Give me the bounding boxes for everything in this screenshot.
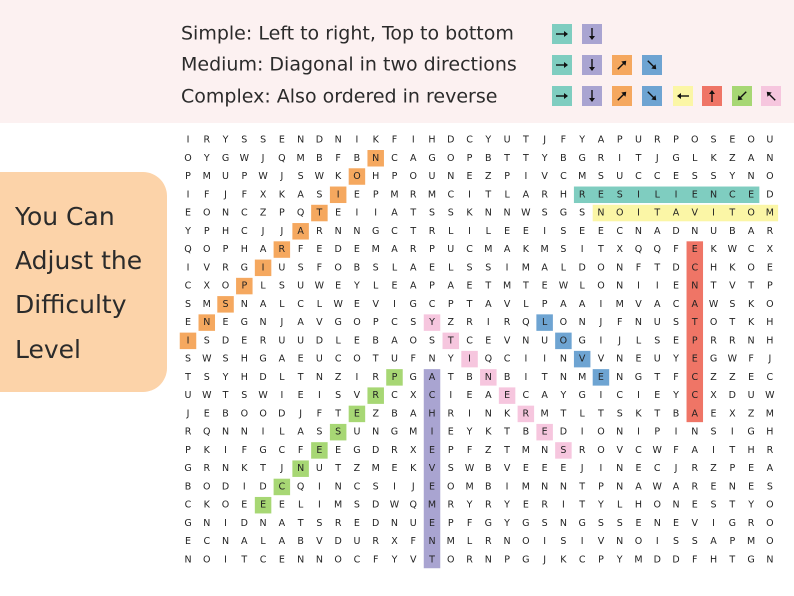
word-highlight (367, 150, 384, 167)
word-highlight (348, 168, 366, 185)
word-highlight (217, 296, 234, 313)
word-highlight (348, 405, 366, 423)
grid-row: CKOEEELIMSDWQMRYRYERITYLHONESTYO (185, 500, 774, 511)
side-text: Adjust the (15, 246, 142, 275)
icon-head (589, 36, 595, 40)
direction-icon (702, 86, 722, 106)
word-highlight (461, 350, 478, 368)
grid-row: YPHCJJARNNGCTRLILEEISEECNADNUBAR (184, 226, 773, 237)
word-highlight (198, 314, 216, 331)
grid-row: ENEGNJAVGOPCSYZRIRQLONJFNUSTOTKH (185, 317, 773, 328)
grid-row: IRYSSENDNIKFIHDCYUTJFYAPURPOSEOU (187, 135, 774, 146)
direction-icons (552, 24, 781, 106)
word-highlight (536, 423, 553, 441)
grid-row: PKIFGCFEEGDRXEPFZTMNSROVCWFAITHR (185, 445, 773, 456)
grid-row: PMUPWJSWKOHPOUNEZPIVCMSUCCESSYNO (185, 171, 773, 182)
word-highlight (254, 259, 272, 277)
instruction: Simple: Left to right, Top to bottom (181, 23, 514, 45)
word-highlight (311, 204, 328, 222)
side-text: Difficulty (15, 290, 127, 319)
side-text: You Can (14, 202, 115, 231)
icon-head (564, 31, 568, 37)
instruction: Medium: Diagonal in two directions (181, 54, 517, 76)
word-highlight (367, 387, 384, 404)
direction-icon (761, 86, 781, 106)
grid-row: RQNNILASSUNGMIEYKTBEDIONIPINSIGH (185, 427, 774, 438)
grid-row: QOPHARFEDEMARPUCMAKMSITXQQFEKWCX (184, 244, 773, 255)
direction-icon (552, 24, 572, 44)
grid-row: SWSHGAEUCOTUFNYIQCIINVVNEUYEGWFJ (185, 354, 771, 365)
word-highlight (273, 478, 291, 496)
direction-icon (582, 55, 602, 75)
word-highlight (442, 332, 460, 350)
side-text: Level (15, 335, 81, 364)
icon-head (677, 93, 681, 99)
grid-row: ECNALABVDURXFNMLRNOISIVNOISSAPMO (185, 536, 774, 547)
grid-row: CXOPLSUWEYLEAPAETMTEWLONIIENTVTP (185, 281, 773, 292)
icon-head (564, 62, 568, 68)
direction-icon (552, 55, 572, 75)
word-highlight (555, 332, 572, 350)
grid-row: SMSNALCLWEVIGCPTAVLPAAIMVACAWSKO (185, 299, 774, 310)
word-highlight (311, 442, 328, 459)
icon-head (564, 93, 568, 99)
direction-icon (673, 86, 693, 106)
word-highlight (498, 387, 516, 404)
instruction: Complex: Also ordered in reverse (181, 86, 497, 108)
grid-row: TSYHDLTNZIRPGATBNBITNMENGTFCZZEC (184, 372, 773, 383)
grid-row: GRNKTJNUTZMEKVSWBVEEEJINECJRZPEA (184, 463, 773, 474)
direction-icon (642, 55, 662, 75)
direction-icon (552, 86, 572, 106)
word-highlight (179, 332, 197, 350)
word-highlight (423, 314, 441, 331)
grid-row: OYGWJQMBFBNCAGOPBTTYBGRITJGLKZAN (184, 153, 773, 164)
icon-head (621, 60, 627, 66)
icon-head (651, 95, 657, 101)
word-highlight (480, 369, 497, 386)
icon-head (651, 64, 657, 70)
word-highlight (592, 204, 779, 222)
icon-head (589, 98, 595, 102)
word-highlight (386, 369, 403, 386)
word-highlight (573, 350, 591, 368)
grid-row: NOITCENNOCFYVTORNPGJKCPYMDDFHTGN (184, 554, 773, 565)
direction-icon (642, 86, 662, 106)
icon-head (709, 90, 715, 94)
word-highlight (292, 460, 309, 477)
grid-row: BODIDCQINCSIJEOMBIMNNTPNAWARENES (185, 481, 773, 492)
word-highlight (423, 369, 441, 569)
direction-icon (612, 55, 632, 75)
word-highlight (292, 223, 309, 240)
word-highlight (555, 442, 572, 459)
icon-head (589, 67, 595, 71)
word-highlight (686, 241, 704, 423)
word-highlight (573, 186, 760, 204)
grid-row: GNIDNATSREDNUEPFGYGSNGSSENEVIGRO (184, 518, 773, 529)
direction-icon (732, 86, 752, 106)
direction-icon (612, 86, 632, 106)
icon-head (766, 91, 772, 97)
word-highlight (329, 423, 347, 441)
direction-icon (582, 86, 602, 106)
word-highlight (536, 314, 553, 331)
word-highlight (236, 277, 253, 295)
highlights (179, 150, 779, 569)
grid-row: JEBOODJFTEZBAHRINKRMTLTSKTBAEXZM (186, 408, 774, 419)
word-highlight (592, 369, 610, 386)
icon-head (737, 95, 743, 101)
word-highlight (517, 405, 535, 423)
word-highlight (273, 241, 291, 258)
grid-row: ISDERUUDLEBAOSTCEVNUOGIJLSEPRRNH (187, 335, 774, 346)
word-highlight (329, 186, 347, 204)
direction-icon (582, 24, 602, 44)
side-box (0, 172, 167, 392)
word-highlight (254, 496, 272, 514)
icon-head (621, 91, 627, 97)
grid-row: IVRGIUSFOBSLAELSSIMALDONFTDCHKOE (187, 262, 773, 273)
